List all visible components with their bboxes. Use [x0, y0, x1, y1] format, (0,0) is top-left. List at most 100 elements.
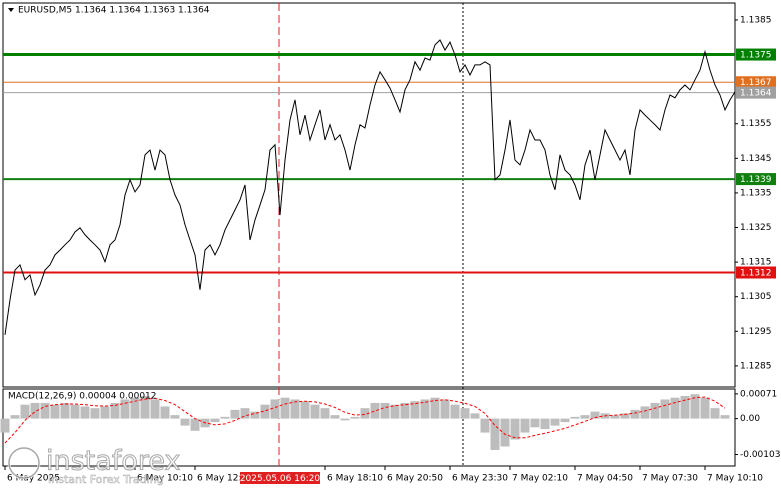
signal-line: [4, 396, 726, 444]
level-label: 1.1375: [740, 51, 772, 61]
y-tick-label: 1.1385: [740, 15, 772, 25]
macd-bar: [280, 397, 290, 419]
macd-bar: [150, 399, 160, 419]
level-label-box: [736, 173, 776, 186]
x-tick-label: 7 May 07:30: [642, 474, 698, 484]
macd-bar: [10, 415, 20, 419]
macd-bar: [700, 397, 710, 419]
macd-bar: [390, 404, 400, 419]
level-label-box: [736, 86, 776, 99]
macd-bar: [350, 416, 360, 419]
y-tick-label: 1.1325: [740, 223, 772, 233]
macd-bar: [570, 416, 580, 419]
macd-bar: [650, 402, 660, 419]
x-tick-label: 6 May 20:50: [387, 474, 443, 484]
x-tick-label: 6 May 2025: [7, 474, 60, 484]
macd-bar: [450, 404, 460, 419]
macd-bar: [210, 418, 220, 423]
macd-bar: [40, 402, 50, 419]
macd-bar: [660, 399, 670, 419]
macd-bar: [460, 408, 470, 419]
macd-bar: [130, 397, 140, 419]
macd-bar: [220, 416, 230, 419]
macd-bar: [420, 399, 430, 419]
x-tick-label: 7 May 10:10: [707, 474, 763, 484]
macd-bar: [690, 394, 700, 419]
macd-bar: [230, 409, 240, 419]
macd-bar: [340, 418, 350, 421]
macd-bar: [120, 399, 130, 419]
macd-bar: [180, 418, 190, 426]
macd-bar: [260, 404, 270, 419]
macd-bar: [520, 418, 530, 433]
macd-bar: [430, 397, 440, 419]
macd-bar: [560, 418, 570, 423]
macd-bar: [170, 415, 180, 419]
level-label-box: [736, 266, 776, 279]
title-arrow: [8, 8, 14, 12]
x-tick-label: 6 May 23:30: [452, 474, 508, 484]
macd-bar: [470, 413, 480, 419]
macd-bar: [250, 411, 260, 419]
macd-bar: [540, 418, 550, 430]
macd-bar: [60, 402, 70, 419]
y-tick-label: 1.1335: [740, 188, 772, 198]
macd-bar: [50, 404, 60, 419]
y-tick-label: 1.1355: [740, 119, 772, 129]
macd-bar: [500, 418, 510, 447]
y-tick-label: 0.00: [740, 414, 760, 424]
macd-bar: [320, 408, 330, 419]
y-tick-label: -0.00103: [740, 450, 780, 460]
x-tick-label: 6 May 18:10: [327, 474, 383, 484]
macd-bar: [550, 418, 560, 426]
macd-bar: [440, 399, 450, 419]
macd-bar: [0, 418, 10, 433]
x-tick-label: 6 May 10:10: [137, 474, 193, 484]
macd-bar: [100, 406, 110, 419]
watermark-logo-ring: [8, 447, 40, 479]
macd-bar: [360, 408, 370, 419]
macd-bar: [580, 415, 590, 419]
watermark-brand: instaforex: [46, 446, 180, 477]
macd-bar: [190, 418, 200, 431]
y-tick-label: 1.1345: [740, 154, 772, 164]
x-tick-label: 6 May 12:50: [197, 474, 253, 484]
macd-bar: [610, 415, 620, 419]
macd-bar: [140, 395, 150, 419]
macd-bar: [80, 406, 90, 419]
macd-bar: [620, 413, 630, 419]
macd-bar: [90, 408, 100, 419]
macd-bar: [20, 404, 30, 419]
macd-bar: [310, 404, 320, 419]
macd-bar: [490, 418, 500, 450]
macd-bar: [530, 418, 540, 428]
macd-bar: [680, 395, 690, 419]
macd-title: MACD(12,26,9) 0.00004 0.00012: [8, 392, 157, 402]
marker-label-box: [240, 472, 320, 484]
x-tick-label: 7 May 04:50: [577, 474, 633, 484]
macd-bar: [720, 415, 730, 419]
macd-bar: [400, 402, 410, 419]
macd-bar: [240, 408, 250, 419]
level-label-box: [736, 76, 776, 89]
macd-bar: [380, 402, 390, 419]
macd-bar: [160, 406, 170, 419]
x-tick-label: 7 May 02:10: [512, 474, 568, 484]
macd-bar: [370, 402, 380, 419]
macd-bar: [30, 402, 40, 419]
macd-bar: [630, 409, 640, 419]
level-label: 1.1367: [740, 78, 772, 88]
macd-bar: [480, 418, 490, 433]
macd-bar: [670, 397, 680, 419]
main-plot-frame: [2, 2, 736, 388]
level-label: 1.1312: [740, 268, 772, 278]
y-tick-label: 1.1295: [740, 327, 772, 337]
plot-layer: 1.13851.13551.13451.13351.13251.13151.13…: [0, 15, 780, 484]
y-tick-label: 1.1285: [740, 361, 772, 371]
chart-title: EURUSD,M5 1.1364 1.1364 1.1363 1.1364: [18, 6, 210, 16]
y-tick-label: 1.1305: [740, 292, 772, 302]
macd-bar: [710, 408, 720, 419]
level-label: 1.1339: [740, 175, 772, 185]
macd-bar: [640, 406, 650, 419]
price-line: [4, 39, 736, 335]
